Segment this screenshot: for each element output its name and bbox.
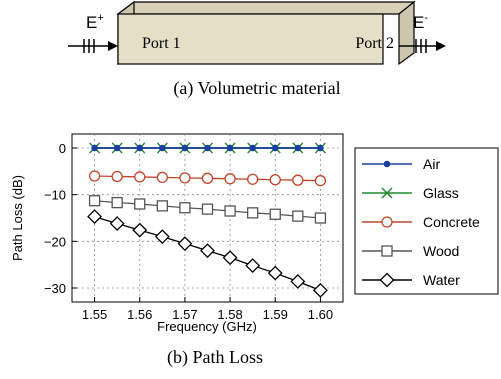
legend-marker-wood — [381, 245, 393, 257]
series-water — [87, 209, 328, 298]
series-air — [91, 144, 324, 152]
caption-b: (b) Path Loss — [167, 347, 263, 368]
outgoing-wave-arrow — [399, 39, 446, 53]
series-concrete — [88, 170, 327, 187]
data-point-wood — [134, 198, 146, 210]
caption-a: (a) Volumetric material — [173, 78, 340, 99]
series-group — [87, 142, 328, 298]
block-top-face — [116, 1, 416, 15]
legend-label-concrete: Concrete — [423, 214, 480, 230]
x-tick-label: 1.56 — [127, 307, 152, 322]
legend-label-air: Air — [423, 156, 440, 172]
x-tick-label: 1.55 — [82, 307, 107, 322]
data-point-concrete — [269, 174, 281, 186]
data-point-air — [204, 144, 211, 152]
incoming-wave-arrow — [68, 39, 118, 53]
data-point-concrete — [179, 172, 191, 184]
y-tick-label: −30 — [44, 281, 66, 296]
data-point-concrete — [111, 170, 123, 183]
data-point-water — [290, 274, 306, 289]
legend-marker-air — [383, 160, 391, 168]
data-point-water — [177, 236, 193, 252]
data-point-water — [222, 250, 238, 266]
legend-item-air: Air — [362, 156, 440, 172]
data-point-concrete — [201, 172, 214, 184]
port1-label: Port 1 — [142, 35, 181, 52]
data-point-water — [245, 258, 261, 274]
data-point-air — [249, 144, 256, 152]
data-point-wood — [111, 196, 123, 209]
legend-marker-glass — [381, 187, 393, 199]
legend: Air Glass Concrete Wood Water — [354, 147, 499, 295]
data-point-concrete — [292, 174, 304, 186]
path-loss-chart: 0 −10 −20 −30 1.55 1.56 1.57 1.58 1.59 1.60 Path… — [10, 133, 499, 334]
legend-label-wood: Wood — [423, 243, 459, 259]
data-point-wood — [314, 212, 327, 224]
data-point-wood — [156, 200, 168, 212]
y-tick-label: 0 — [59, 141, 66, 156]
legend-item-wood: Wood — [362, 243, 459, 259]
legend-box — [354, 147, 499, 295]
legend-item-water: Water — [362, 272, 460, 288]
x-axis-label: Frequency (GHz) — [157, 319, 257, 334]
legend-marker-concrete — [381, 216, 393, 228]
data-point-wood — [88, 195, 101, 207]
data-point-concrete — [156, 171, 168, 184]
data-point-air — [271, 144, 279, 152]
data-point-water — [87, 209, 103, 225]
data-point-water — [109, 216, 125, 232]
data-point-air — [294, 144, 302, 152]
block-front-face — [117, 13, 384, 65]
series-wood — [88, 195, 327, 224]
e-minus-label: E- — [413, 12, 428, 32]
data-point-air — [113, 144, 121, 152]
data-point-water — [154, 229, 170, 245]
data-point-water — [312, 282, 328, 298]
legend-label-glass: Glass — [423, 185, 459, 201]
data-point-concrete — [88, 170, 101, 182]
legend-marker-water — [379, 272, 395, 288]
data-point-concrete — [247, 173, 259, 185]
data-point-water — [132, 222, 148, 238]
e-plus-label: E+ — [86, 12, 104, 32]
data-point-wood — [224, 205, 236, 217]
y-axis-ticks: 0 −10 −20 −30 — [44, 141, 77, 296]
x-tick-label: 1.60 — [308, 307, 333, 322]
data-point-wood — [201, 203, 214, 215]
x-tick-label: 1.57 — [172, 307, 197, 322]
data-point-concrete — [314, 175, 327, 187]
data-point-air — [181, 144, 189, 152]
data-point-air — [317, 144, 324, 152]
y-tick-label: −20 — [44, 234, 66, 249]
y-axis-label: Path Loss (dB) — [10, 175, 25, 261]
data-point-wood — [269, 208, 281, 220]
data-point-concrete — [134, 171, 146, 183]
material-diagram: Port 1 Port 2 E+ E- (a) Volumetric mater… — [68, 0, 446, 99]
x-axis-ticks: 1.55 1.56 1.57 1.58 1.59 1.60 — [82, 297, 333, 322]
data-point-water — [267, 265, 283, 281]
y-tick-label: −10 — [44, 188, 66, 203]
data-point-wood — [247, 207, 259, 219]
data-point-wood — [179, 202, 191, 214]
data-point-air — [91, 144, 98, 152]
x-tick-label: 1.59 — [263, 307, 288, 322]
legend-label-water: Water — [423, 272, 460, 288]
legend-item-glass: Glass — [362, 185, 459, 201]
data-point-air — [159, 144, 166, 152]
block-right-face — [398, 0, 415, 66]
port2-label: Port 2 — [355, 35, 394, 52]
legend-item-concrete: Concrete — [362, 214, 480, 230]
data-point-water — [200, 243, 215, 259]
data-point-concrete — [224, 173, 236, 185]
data-point-air — [136, 144, 144, 152]
data-point-air — [226, 144, 234, 152]
data-point-wood — [292, 210, 304, 222]
x-tick-label: 1.58 — [217, 307, 242, 322]
